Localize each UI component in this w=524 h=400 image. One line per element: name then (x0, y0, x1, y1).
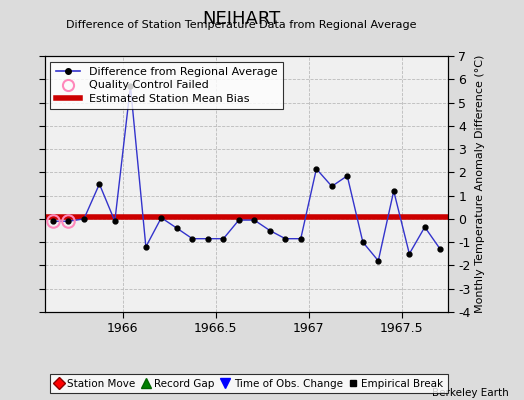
Difference from Regional Average (251, 218, 257, 222)
Difference from Regional Average (158, 215, 165, 220)
Y-axis label: Monthly Temperature Anomaly Difference (°C): Monthly Temperature Anomaly Difference (… (475, 55, 485, 313)
Difference from Regional Average (422, 225, 428, 230)
Difference from Regional Average (282, 236, 289, 241)
Difference from Regional Average (437, 247, 443, 252)
Difference from Regional Average (313, 166, 320, 171)
Difference from Regional Average (174, 226, 180, 231)
Difference from Regional Average (81, 216, 87, 221)
Quality Control Failed (65, 219, 71, 224)
Difference from Regional Average (127, 84, 134, 89)
Difference from Regional Average (143, 244, 149, 249)
Difference from Regional Average (267, 228, 273, 233)
Legend: Difference from Regional Average, Quality Control Failed, Estimated Station Mean: Difference from Regional Average, Qualit… (50, 62, 283, 109)
Line: Difference from Regional Average: Difference from Regional Average (50, 84, 443, 263)
Difference from Regional Average (359, 240, 366, 244)
Text: Difference of Station Temperature Data from Regional Average: Difference of Station Temperature Data f… (66, 20, 416, 30)
Difference from Regional Average (298, 236, 304, 241)
Difference from Regional Average (96, 182, 103, 186)
Difference from Regional Average (50, 219, 56, 224)
Difference from Regional Average (329, 184, 335, 189)
Difference from Regional Average (344, 174, 351, 178)
Difference from Regional Average (375, 258, 381, 263)
Text: Berkeley Earth: Berkeley Earth (432, 388, 508, 398)
Difference from Regional Average (112, 219, 118, 224)
Difference from Regional Average (205, 236, 211, 241)
Quality Control Failed (50, 219, 56, 224)
Difference from Regional Average (390, 188, 397, 193)
Difference from Regional Average (220, 236, 226, 241)
Difference from Regional Average (236, 218, 242, 222)
Difference from Regional Average (189, 236, 195, 241)
Difference from Regional Average (406, 252, 412, 256)
Legend: Station Move, Record Gap, Time of Obs. Change, Empirical Break: Station Move, Record Gap, Time of Obs. C… (50, 374, 447, 393)
Line: Quality Control Failed: Quality Control Failed (47, 215, 74, 228)
Difference from Regional Average (65, 219, 71, 224)
Text: NEIHART: NEIHART (202, 10, 280, 28)
